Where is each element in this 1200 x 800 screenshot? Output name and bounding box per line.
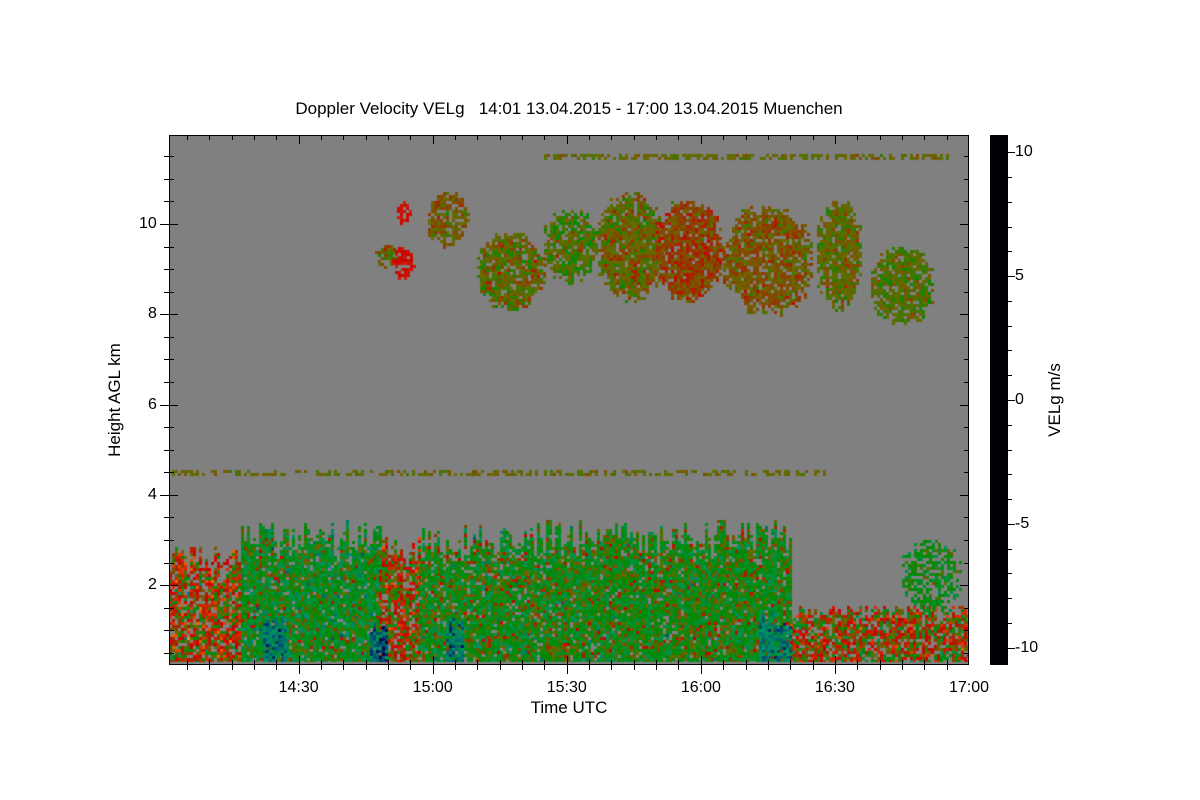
colorbar-tick-label: 10 <box>1015 143 1033 161</box>
x-tick-label: 17:00 <box>949 679 990 696</box>
y-tick-label: 6 <box>148 395 157 413</box>
colorbar-tick-label: 5 <box>1015 267 1024 285</box>
plot-area <box>169 135 969 665</box>
x-tick-label: 15:00 <box>412 679 453 696</box>
y-tick-label: 8 <box>148 305 157 323</box>
y-tick-label: 10 <box>139 214 157 232</box>
chart-title: Doppler Velocity VELg 14:01 13.04.2015 -… <box>295 99 843 118</box>
x-tick-label: 14:30 <box>278 679 319 696</box>
x-tick-label: 16:00 <box>680 679 721 696</box>
y-tick-label: 2 <box>148 576 157 594</box>
x-tick-label: 16:30 <box>814 679 855 696</box>
colorbar-tick-label: -5 <box>1015 514 1030 532</box>
y-tick-label: 4 <box>148 485 157 503</box>
colorbar-tick-label: 0 <box>1015 391 1024 408</box>
x-axis-label: Time UTC <box>530 698 608 717</box>
colorbar-tick-label: -10 <box>1015 638 1039 656</box>
colorbar-label: VELg m/s <box>1045 363 1064 437</box>
y-axis-label: Height AGL km <box>105 343 124 457</box>
x-tick-label: 15:30 <box>546 679 587 696</box>
heatmap-image <box>169 135 969 665</box>
